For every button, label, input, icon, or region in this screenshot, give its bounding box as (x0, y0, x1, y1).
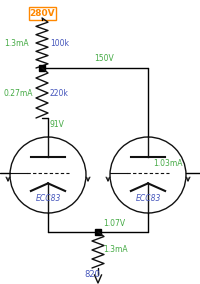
Text: 280V: 280V (29, 9, 55, 18)
Text: 100k: 100k (50, 39, 69, 47)
Text: 1.07V: 1.07V (103, 219, 125, 228)
Text: 150V: 150V (94, 54, 114, 63)
Text: 820: 820 (84, 270, 100, 279)
Text: ECC83: ECC83 (35, 194, 61, 203)
Text: 1.3mA: 1.3mA (4, 39, 29, 47)
Text: 1.03mA: 1.03mA (153, 159, 182, 168)
FancyBboxPatch shape (29, 7, 56, 20)
Text: 0.27mA: 0.27mA (4, 89, 34, 97)
Text: 220k: 220k (50, 89, 69, 97)
Text: 91V: 91V (50, 120, 65, 129)
Text: ECC83: ECC83 (135, 194, 161, 203)
Text: 1.3mA: 1.3mA (103, 245, 128, 254)
